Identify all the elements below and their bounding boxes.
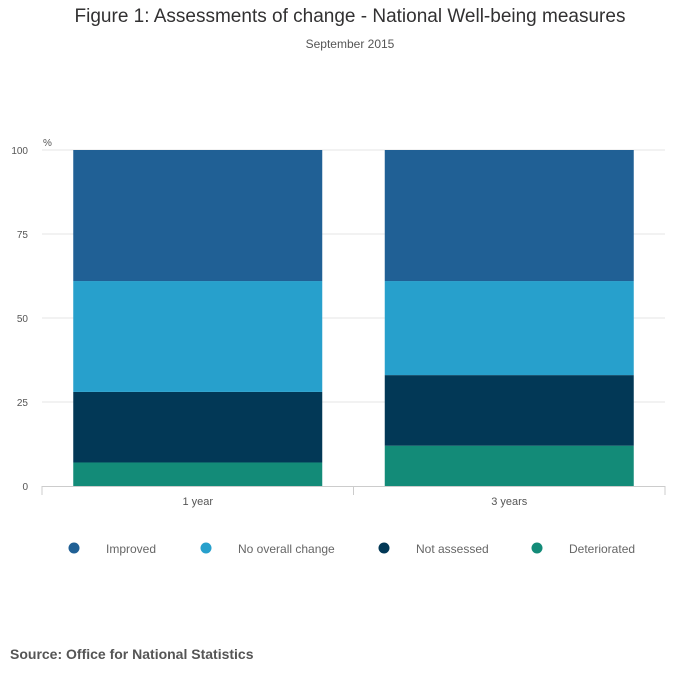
legend-label: No overall change (238, 542, 335, 556)
y-tick-label: 50 (17, 314, 29, 325)
legend: Improved No overall change Not assessed Det… (68, 542, 636, 556)
legend-item-not-assessed[interactable]: Not assessed (378, 542, 489, 556)
legend-item-no-overall-change[interactable]: No overall change (200, 542, 336, 556)
legend-marker (531, 542, 543, 554)
y-tick-label: 25 (17, 398, 29, 409)
x-category-label: 3 years (491, 496, 528, 508)
bar-segment-deteriorated[interactable] (73, 462, 323, 486)
bar-segments (73, 150, 634, 486)
legend-item-improved[interactable]: Improved (68, 542, 157, 556)
bar-segment-no-overall-change[interactable] (73, 281, 323, 392)
legend-label: Improved (106, 542, 156, 556)
legend-label: Not assessed (416, 542, 489, 556)
bar-segment-improved[interactable] (73, 150, 323, 282)
axes: 0 25 50 75 100% 1 year 3 years (11, 138, 666, 508)
legend-label: Deteriorated (569, 542, 635, 556)
y-tick-label: 100 (11, 146, 28, 157)
legend-marker (68, 542, 80, 554)
bar-segment-improved[interactable] (384, 150, 634, 282)
legend-marker (378, 542, 390, 554)
chart-subtitle: September 2015 (305, 37, 395, 51)
bar-segment-deteriorated[interactable] (384, 445, 634, 486)
legend-item-deteriorated[interactable]: Deteriorated (531, 542, 636, 556)
chart-title: Figure 1: Assessments of change - Nation… (74, 6, 626, 27)
source-note: Source: Office for National Statistics (10, 646, 254, 662)
x-category-label: 1 year (182, 496, 213, 508)
y-axis-label: % (43, 138, 52, 149)
legend-marker (200, 542, 212, 554)
y-tick-label: 75 (17, 230, 29, 241)
bar-segment-not-assessed[interactable] (384, 375, 634, 446)
bar-segment-not-assessed[interactable] (73, 391, 323, 463)
bar-segment-no-overall-change[interactable] (384, 281, 634, 376)
y-tick-label: 0 (22, 482, 28, 493)
